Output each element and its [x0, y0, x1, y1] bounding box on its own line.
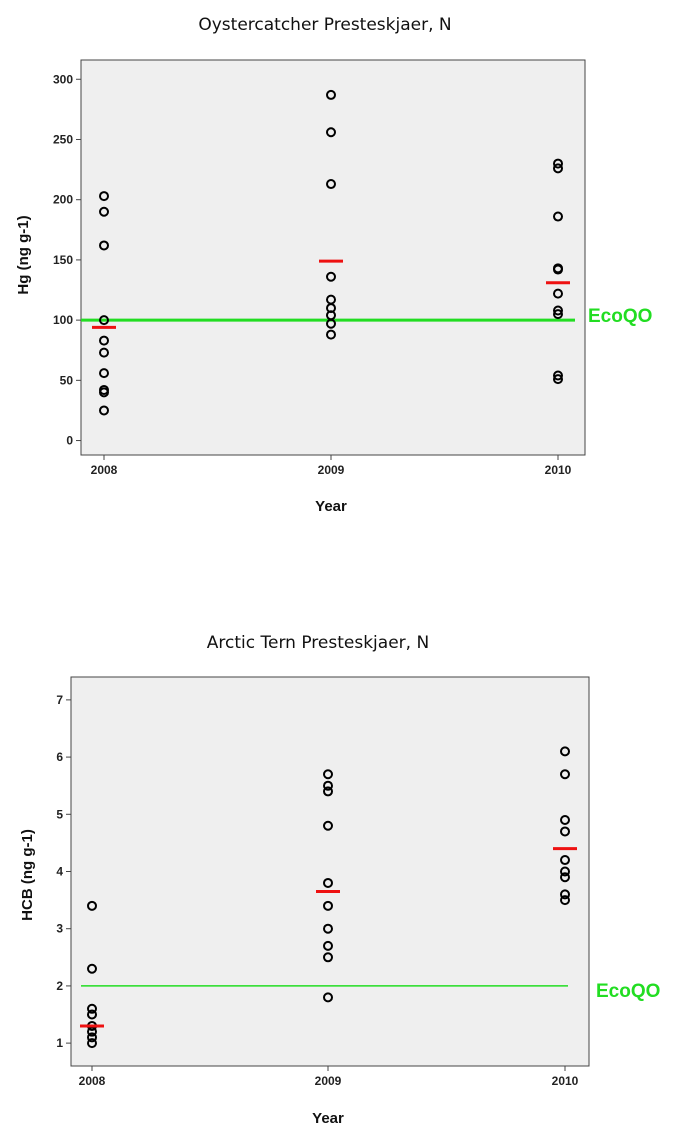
data-point — [87, 1026, 97, 1037]
y-tick-label: 100 — [53, 313, 73, 327]
data-point — [99, 191, 109, 202]
data-point — [323, 900, 333, 911]
data-point — [87, 1038, 97, 1049]
x-tick-label: 2010 — [552, 1074, 579, 1088]
data-point — [99, 387, 109, 398]
data-point — [99, 240, 109, 251]
y-tick-label: 5 — [56, 807, 63, 821]
data-point — [323, 952, 333, 963]
chart-arctic-tern: Arctic Tern Presteskjaer, N 1 2 3 4 5 6 7 2008… — [19, 633, 660, 1126]
data-point — [326, 179, 336, 190]
x-tick-label: 2008 — [91, 463, 118, 477]
data-point — [560, 826, 570, 837]
chart-title: Oystercatcher Presteskjaer, N — [198, 15, 451, 35]
y-tick-label: 200 — [53, 193, 73, 207]
data-point — [323, 992, 333, 1003]
data-point — [323, 780, 333, 791]
data-point — [99, 315, 109, 326]
chart-oystercatcher: Oystercatcher Presteskjaer, N 0 50 100 150 2… — [15, 15, 652, 515]
data-point — [326, 329, 336, 340]
data-point — [326, 89, 336, 100]
ecoqo-label: EcoQO — [588, 306, 652, 327]
data-point — [323, 877, 333, 888]
y-axis-label: Hg (ng g-1) — [15, 215, 32, 294]
chart-title: Arctic Tern Presteskjaer, N — [207, 633, 429, 653]
y-tick-label: 300 — [53, 72, 73, 86]
mean-markers — [80, 847, 577, 1028]
data-point — [323, 786, 333, 797]
plot-area — [80, 59, 586, 456]
data-point — [560, 866, 570, 877]
data-point — [553, 264, 563, 275]
data-point — [560, 815, 570, 826]
data-point — [87, 1032, 97, 1043]
data-point — [560, 872, 570, 883]
ecoqo-label: EcoQO — [596, 981, 660, 1002]
y-axis: 0 50 100 150 200 250 300 — [53, 72, 81, 448]
data-point — [87, 900, 97, 911]
data-point — [323, 940, 333, 951]
y-tick-label: 250 — [53, 132, 73, 146]
x-tick-label: 2009 — [318, 463, 345, 477]
data-point — [553, 374, 563, 385]
data-point — [553, 163, 563, 174]
y-tick-label: 150 — [53, 253, 73, 267]
data-point — [326, 271, 336, 282]
mean-markers — [92, 259, 570, 329]
data-point — [560, 895, 570, 906]
data-point — [323, 820, 333, 831]
y-tick-label: 7 — [56, 693, 63, 707]
data-point — [99, 335, 109, 346]
data-point — [99, 347, 109, 358]
data-point — [326, 318, 336, 329]
y-axis-label: HCB (ng g-1) — [19, 829, 36, 921]
data-point — [87, 1009, 97, 1020]
data-point — [99, 368, 109, 379]
data-point — [553, 158, 563, 169]
x-axis: 2008 2009 2010 — [91, 455, 572, 477]
data-point — [553, 370, 563, 381]
data-point — [87, 1003, 97, 1014]
data-point — [560, 855, 570, 866]
data-point — [553, 288, 563, 299]
data-points — [87, 746, 570, 1049]
x-tick-label: 2008 — [79, 1074, 106, 1088]
y-tick-label: 50 — [60, 373, 74, 387]
plot-area — [70, 676, 590, 1067]
data-point — [560, 889, 570, 900]
data-points — [99, 89, 563, 416]
data-point — [323, 923, 333, 934]
data-point — [87, 963, 97, 974]
y-tick-label: 3 — [56, 922, 63, 936]
data-point — [553, 211, 563, 222]
x-tick-label: 2010 — [545, 463, 572, 477]
data-point — [99, 405, 109, 416]
y-tick-label: 2 — [56, 979, 63, 993]
y-tick-label: 1 — [56, 1036, 63, 1050]
data-point — [323, 769, 333, 780]
x-axis: 2008 2009 2010 — [79, 1066, 579, 1088]
data-point — [326, 127, 336, 138]
data-point — [553, 309, 563, 320]
data-point — [560, 769, 570, 780]
y-axis: 1 2 3 4 5 6 7 — [56, 693, 71, 1050]
x-axis-label: Year — [315, 498, 347, 515]
data-point — [560, 746, 570, 757]
y-tick-label: 4 — [56, 865, 63, 879]
data-point — [99, 206, 109, 217]
y-tick-label: 6 — [56, 750, 63, 764]
y-tick-label: 0 — [66, 434, 73, 448]
data-point — [553, 305, 563, 316]
x-axis-label: Year — [312, 1110, 344, 1126]
x-tick-label: 2009 — [315, 1074, 342, 1088]
